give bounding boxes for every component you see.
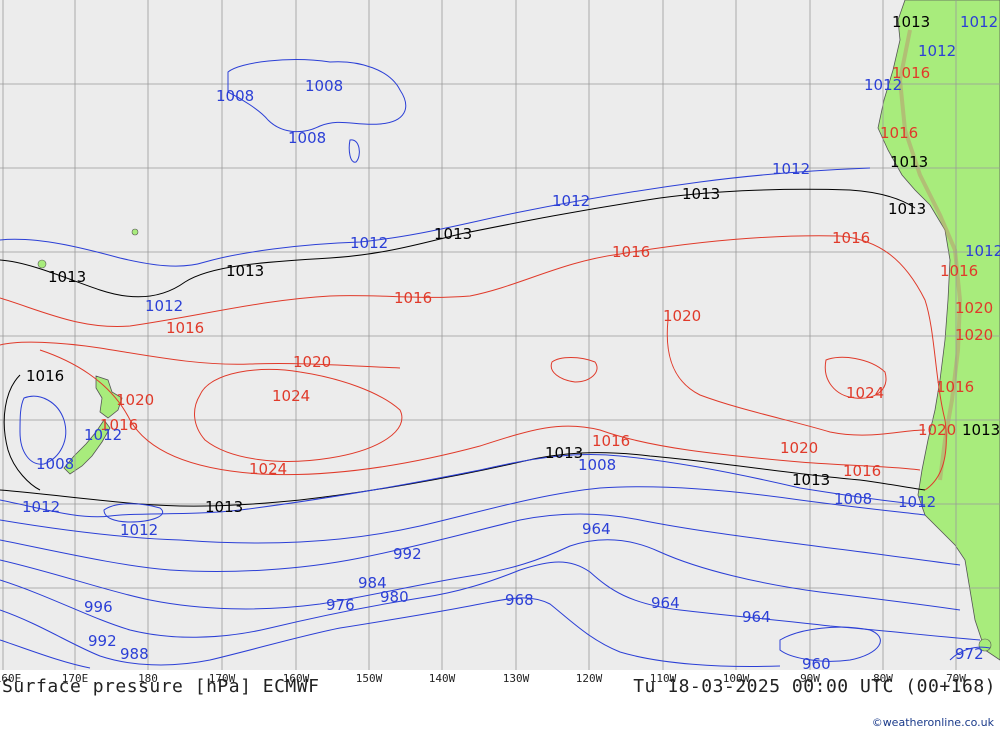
isobar-label: 1012 <box>22 498 60 516</box>
isobar-label: 1016 <box>880 124 918 142</box>
isobar-label: 1012 <box>772 160 810 178</box>
new-zealand-north-island <box>95 375 123 419</box>
isobar-label: 1012 <box>84 426 122 444</box>
isobar-label: 1020 <box>780 439 818 457</box>
isobar-label: 1012 <box>350 234 388 252</box>
isobar-label: 1016 <box>832 229 870 247</box>
isobar-label: 1012 <box>918 42 956 60</box>
isobar-label: 1013 <box>545 444 583 462</box>
isobar-label: 1016 <box>843 462 881 480</box>
isobar-label: 1016 <box>100 416 138 434</box>
isobar-label: 1012 <box>120 521 158 539</box>
isobar-label: 1008 <box>578 456 616 474</box>
longitude-label: 90W <box>800 672 820 685</box>
isobar-labels: 1008 1008 1008 1013 1012 1016 1012 1016 … <box>22 13 1000 670</box>
longitude-label: 100W <box>722 672 750 685</box>
isobar-label: 972 <box>955 645 984 663</box>
isobar-label: 1016 <box>166 319 204 337</box>
isobar-label: 1016 <box>892 64 930 82</box>
longitude-label: 160W <box>282 672 310 685</box>
isobar-label: 1008 <box>834 490 872 508</box>
isobar-label: 1020 <box>955 299 993 317</box>
isobar-label: 1012 <box>965 242 1000 260</box>
longitude-label: 120W <box>575 672 603 685</box>
isobar-label: 1008 <box>36 455 74 473</box>
map-footer <box>0 670 1000 733</box>
longitude-label: 170E <box>61 672 89 685</box>
isobar-label: 960 <box>802 655 831 670</box>
isobar-label: 988 <box>120 645 149 663</box>
isobar-label: 992 <box>393 545 422 563</box>
longitude-label: 150W <box>355 672 383 685</box>
isobar-label: 1013 <box>226 262 264 280</box>
new-zealand-south-island <box>63 419 111 475</box>
isobar-label: 992 <box>88 632 117 650</box>
isobar-label: 1024 <box>272 387 310 405</box>
longitude-label: 110W <box>649 672 677 685</box>
isobar-label: 1012 <box>898 493 936 511</box>
isobar-label: 1020 <box>116 391 154 409</box>
isobar-label: 1013 <box>205 498 243 516</box>
isobar-label: 1013 <box>890 153 928 171</box>
ocean-background <box>0 0 1000 670</box>
isobar-label: 996 <box>84 598 113 616</box>
valid-time: Tu 18-03-2025 00:00 UTC (00+168) <box>633 676 996 697</box>
island-fiji <box>131 228 139 236</box>
longitude-label: 70W <box>946 672 966 685</box>
isobar-label: 1016 <box>592 432 630 450</box>
andes-relief <box>897 29 963 481</box>
isobar-label: 1013 <box>962 421 1000 439</box>
longitude-label: 180 <box>138 672 158 685</box>
longitude-label: 130W <box>502 672 530 685</box>
isobar-label: 1013 <box>434 225 472 243</box>
isobar-label: 1013 <box>888 200 926 218</box>
map-title: Surface pressure [hPa] ECMWF <box>2 676 320 697</box>
isobar-label: 1013 <box>48 268 86 286</box>
isobar-label: 1012 <box>960 13 998 31</box>
longitude-label: 140W <box>428 672 456 685</box>
isobars-high <box>0 235 947 491</box>
credit-link[interactable]: ©weatheronline.co.uk <box>871 716 994 729</box>
isobar-label: 1016 <box>936 378 974 396</box>
isobar-label: 976 <box>326 596 355 614</box>
graticule <box>0 0 1000 670</box>
isobar-label: 1013 <box>792 471 830 489</box>
isobar-label: 1024 <box>846 384 884 402</box>
longitude-label: 80W <box>873 672 893 685</box>
isobar-label: 1020 <box>293 353 331 371</box>
isobar-label: 1008 <box>288 129 326 147</box>
isobar-label: 984 <box>358 574 387 592</box>
isobar-label: 1020 <box>663 307 701 325</box>
isobar-label: 1016 <box>26 367 64 385</box>
isobars-low <box>0 59 991 669</box>
isobar-label: 1012 <box>552 192 590 210</box>
pressure-map: 1008 1008 1008 1013 1012 1016 1012 1016 … <box>0 0 1000 670</box>
isobar-label: 964 <box>651 594 680 612</box>
longitude-label: 160E <box>0 672 22 685</box>
isobar-label: 964 <box>742 608 771 626</box>
island-new-caledonia <box>37 259 47 269</box>
isobar-label: 1013 <box>892 13 930 31</box>
isobar-label: 1016 <box>394 289 432 307</box>
isobar-label: 1013 <box>682 185 720 203</box>
isobar-label: 1020 <box>918 421 956 439</box>
isobar-label: 1012 <box>145 297 183 315</box>
isobar-label: 968 <box>505 591 534 609</box>
isobar-label: 1016 <box>612 243 650 261</box>
isobar-label: 980 <box>380 588 409 606</box>
isobar-label: 1008 <box>305 77 343 95</box>
longitude-label: 170W <box>208 672 236 685</box>
isobar-label: 1020 <box>955 326 993 344</box>
isobar-label: 1024 <box>249 460 287 478</box>
isobar-label: 1012 <box>864 76 902 94</box>
south-america-land <box>877 0 1000 661</box>
isobar-label: 1016 <box>940 262 978 280</box>
isobar-label: 1008 <box>216 87 254 105</box>
isobar-label: 964 <box>582 520 611 538</box>
